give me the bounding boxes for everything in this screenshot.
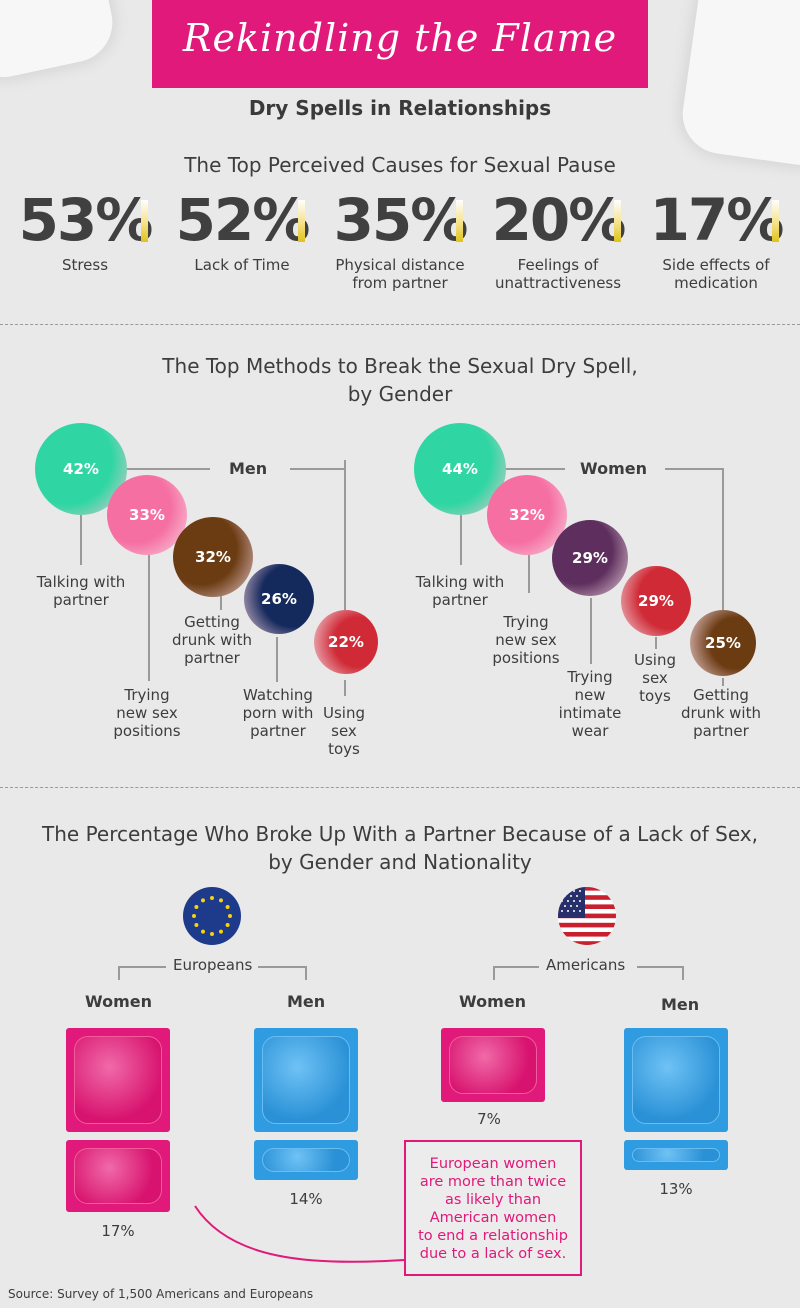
page-title: Rekindling the Flame	[182, 16, 618, 60]
connector-line	[290, 468, 344, 470]
cause-label: Lack of Time	[194, 256, 290, 274]
europeans-women-pack-partial	[66, 1140, 170, 1212]
europeans-women-pack-full	[66, 1028, 170, 1132]
callout-curve	[194, 1205, 405, 1263]
europeans-men-label: Men	[287, 992, 326, 1011]
cause-accent-bar	[456, 200, 463, 242]
connector-line	[493, 966, 539, 968]
men-method-bubble: 32%	[173, 517, 253, 597]
us-flag-icon	[558, 887, 616, 945]
women-method-label: Using sex toys	[634, 651, 676, 705]
connector-line	[665, 468, 722, 470]
connector-line	[258, 966, 306, 968]
cause-label: Physical distance from partner	[335, 256, 465, 292]
americans-women-label: Women	[459, 992, 526, 1011]
source-note: Source: Survey of 1,500 Americans and Eu…	[8, 1287, 314, 1301]
section-divider	[0, 787, 800, 788]
connector-line	[722, 468, 724, 610]
page-subtitle: Dry Spells in Relationships	[248, 96, 552, 120]
men-method-bubble: 26%	[244, 564, 314, 634]
women-method-label: Trying new sex positions	[492, 613, 560, 667]
connector-line	[590, 598, 592, 664]
women-method-bubble: 25%	[690, 610, 756, 676]
pillow-decoration-right	[677, 0, 800, 171]
connector-line	[344, 680, 346, 696]
connector-line	[148, 553, 150, 681]
connector-line	[460, 515, 462, 565]
cause-accent-bar	[614, 200, 621, 242]
connector-line	[305, 966, 307, 980]
women-method-label: Getting drunk with partner	[681, 686, 761, 740]
connector-line	[493, 966, 495, 980]
cause-accent-bar	[772, 200, 779, 242]
men-method-label: Getting drunk with partner	[172, 613, 252, 667]
americans-women-value: 7%	[477, 1110, 501, 1128]
cause-value: 52%	[175, 186, 311, 254]
americans-men-value: 13%	[659, 1180, 693, 1198]
europeans-women-value: 17%	[101, 1222, 135, 1240]
connector-line	[118, 966, 166, 968]
breakup-heading: The Percentage Who Broke Up With a Partn…	[42, 822, 758, 874]
title-banner: Rekindling the Flame	[152, 0, 648, 88]
americans-men-pack-full	[624, 1028, 728, 1132]
connector-line	[120, 468, 210, 470]
women-method-bubble: 29%	[552, 520, 628, 596]
connector-line	[637, 966, 683, 968]
connector-line	[344, 460, 346, 610]
women-method-label: Talking with partner	[415, 573, 505, 609]
causes-heading: The Top Perceived Causes for Sexual Paus…	[184, 153, 616, 177]
women-method-label: Trying new intimate wear	[558, 668, 622, 740]
men-method-label: Watching porn with partner	[242, 686, 314, 740]
women-group-label: Women	[580, 459, 647, 478]
women-method-bubble: 32%	[487, 475, 567, 555]
methods-heading: The Top Methods to Break the Sexual Dry …	[162, 354, 638, 406]
cause-label: Stress	[61, 256, 109, 274]
connector-line	[118, 966, 120, 980]
europeans-men-pack-full	[254, 1028, 358, 1132]
men-method-label: Using sex toys	[323, 704, 365, 758]
cause-value: 53%	[18, 186, 154, 254]
men-method-bubble: 22%	[314, 610, 378, 674]
connector-line	[80, 515, 82, 565]
connector-line	[220, 596, 222, 610]
europeans-men-value: 14%	[289, 1190, 323, 1208]
section-divider	[0, 324, 800, 325]
cause-accent-bar	[141, 200, 148, 242]
women-method-bubble: 29%	[621, 566, 691, 636]
cause-value: 20%	[491, 186, 627, 254]
pillow-decoration-left	[0, 0, 120, 85]
cause-accent-bar	[298, 200, 305, 242]
connector-line	[655, 637, 657, 649]
connector-line	[505, 468, 565, 470]
cause-label: Side effects of medication	[662, 256, 770, 292]
americans-men-label: Men	[661, 995, 700, 1014]
eu-flag-icon	[183, 887, 241, 945]
men-method-label: Trying new sex positions	[113, 686, 181, 740]
cause-value: 17%	[649, 186, 785, 254]
americans-label: Americans	[546, 956, 626, 974]
men-method-bubble: 33%	[107, 475, 187, 555]
americans-men-pack-partial	[624, 1140, 728, 1170]
europeans-men-pack-partial	[254, 1140, 358, 1180]
cause-value: 35%	[333, 186, 469, 254]
connector-line	[528, 553, 530, 593]
connector-line	[682, 966, 684, 980]
connector-line	[276, 637, 278, 682]
men-method-label: Talking with partner	[36, 573, 126, 609]
americans-women-pack-partial	[441, 1028, 545, 1102]
men-group-label: Men	[229, 459, 268, 478]
europeans-label: Europeans	[173, 956, 253, 974]
cause-label: Feelings of unattractiveness	[494, 256, 622, 292]
callout-note: European women are more than twice as li…	[404, 1140, 582, 1276]
connector-line	[722, 678, 724, 686]
europeans-women-label: Women	[85, 992, 152, 1011]
